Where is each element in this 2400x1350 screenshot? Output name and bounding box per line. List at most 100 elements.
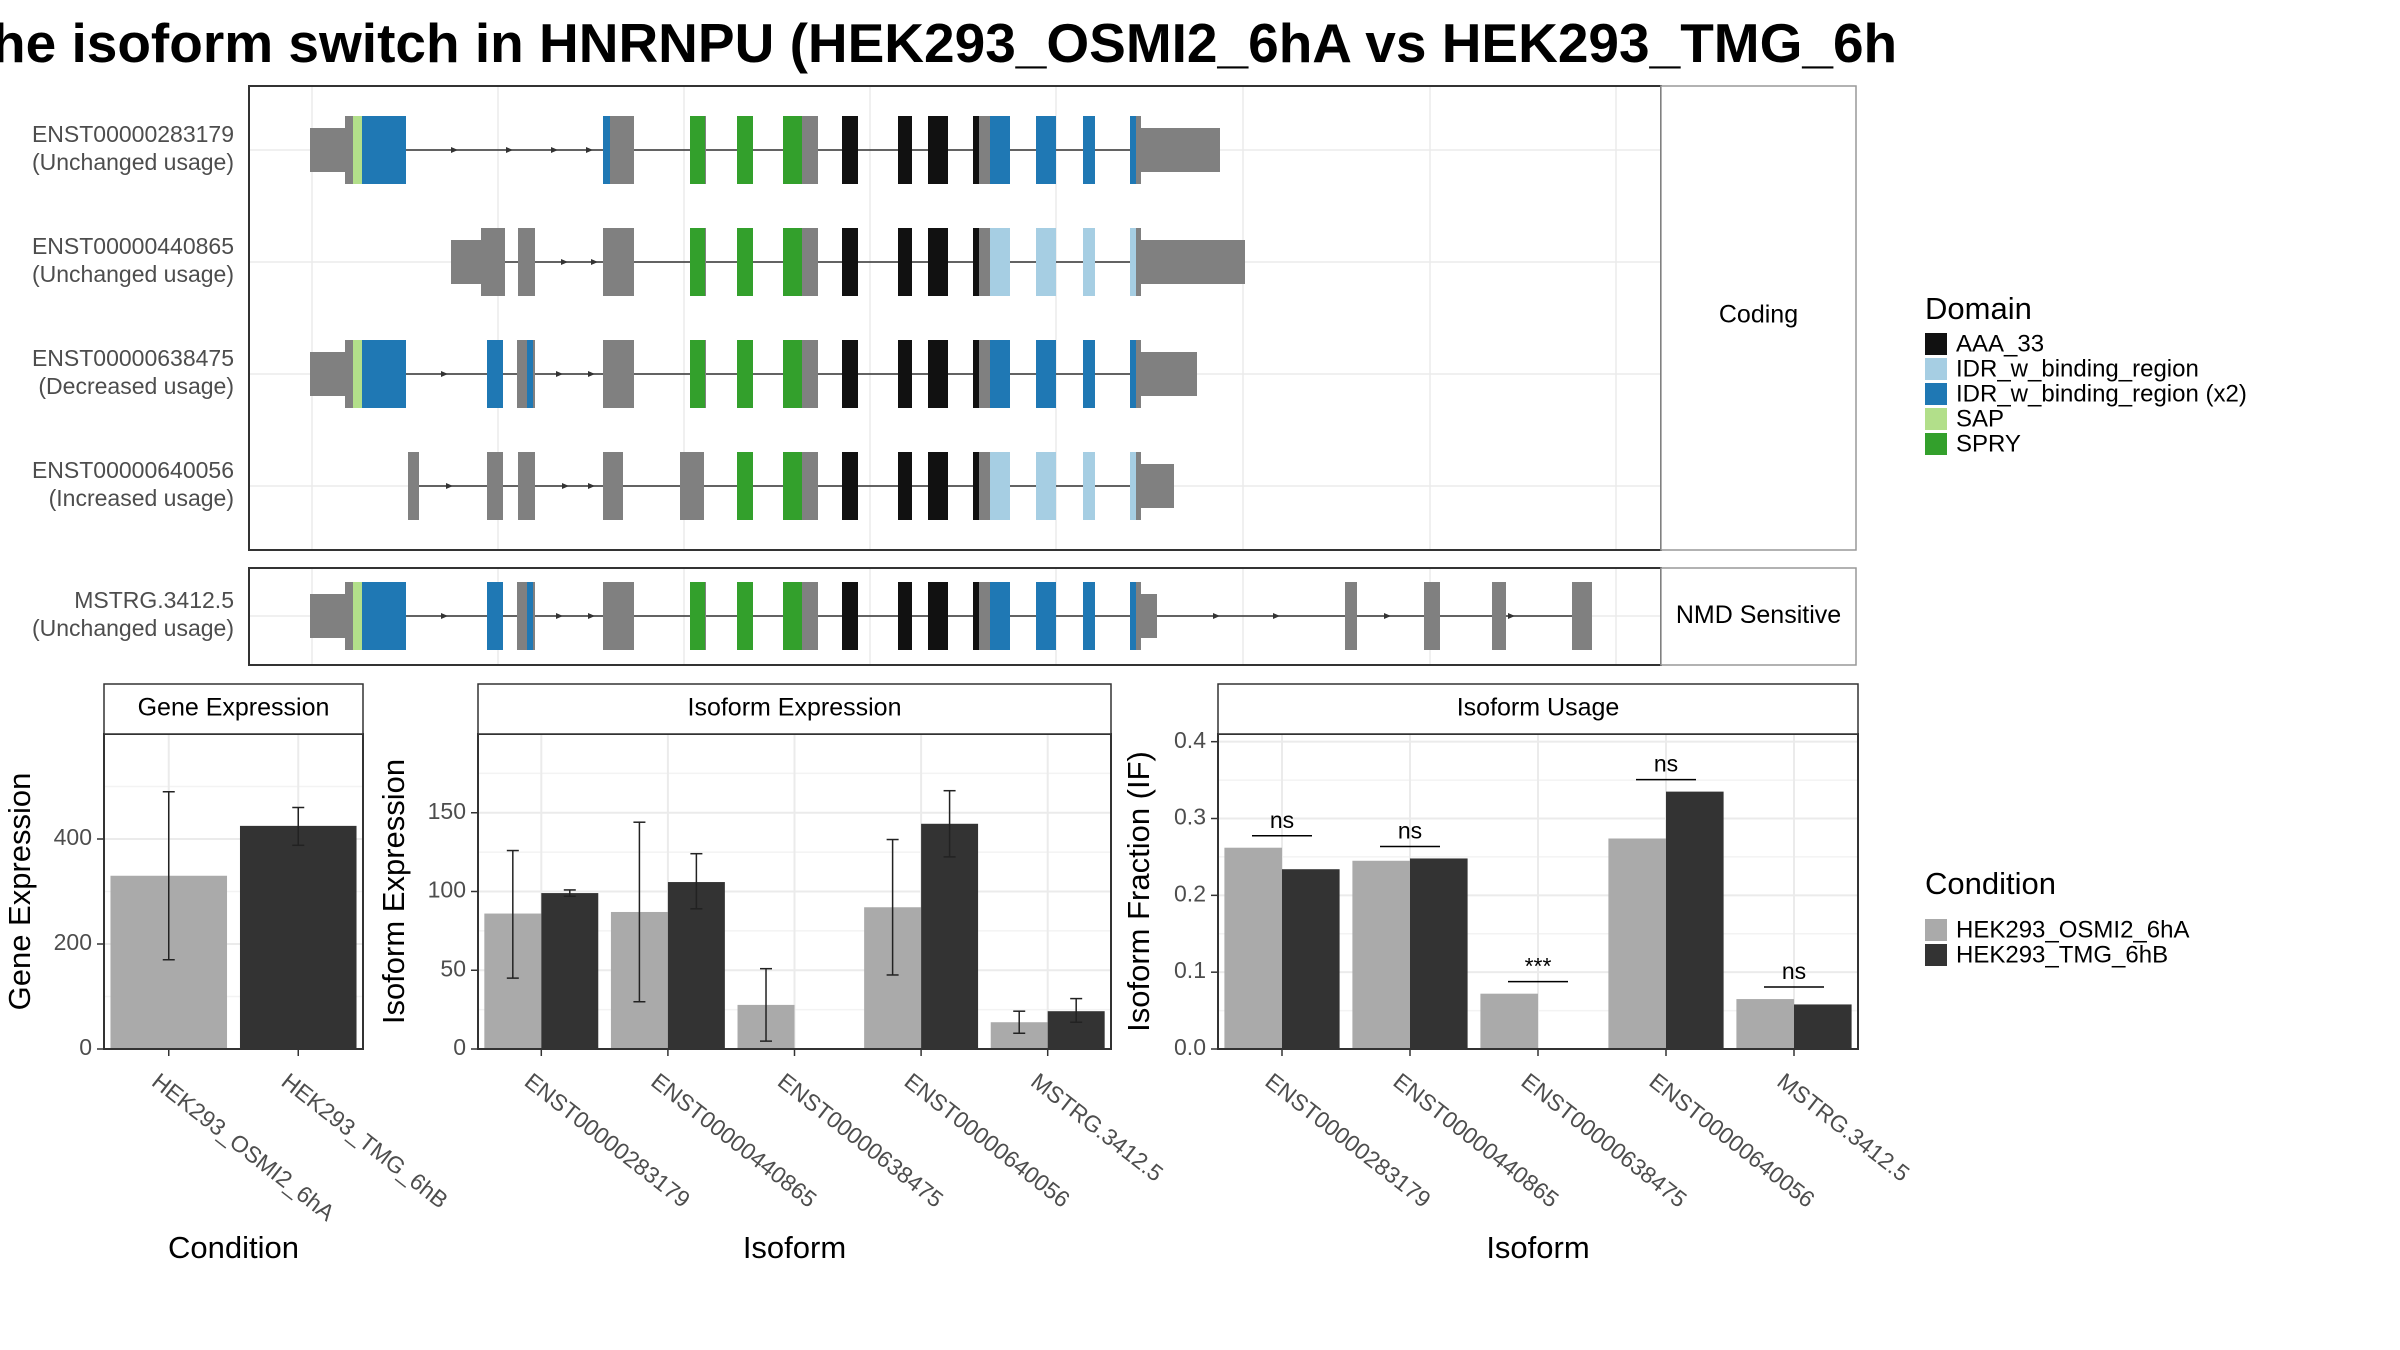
strand-arrow xyxy=(451,147,458,153)
exon-segment xyxy=(518,452,535,520)
exon-segment xyxy=(353,116,362,184)
exon-segment xyxy=(737,452,753,520)
exon-segment xyxy=(705,582,706,650)
exon-segment xyxy=(802,116,818,184)
strand-arrow xyxy=(1273,613,1280,619)
bar xyxy=(541,893,599,1049)
exon-segment xyxy=(610,116,634,184)
exon-segment xyxy=(737,582,753,650)
exon-segment xyxy=(1036,116,1056,184)
exon-segment xyxy=(1036,582,1056,650)
exon-segment xyxy=(928,228,948,296)
exon-segment xyxy=(1141,240,1245,284)
panel-strip xyxy=(103,683,364,735)
exon-segment xyxy=(802,452,818,520)
exon-segment xyxy=(690,116,705,184)
domain-legend-label: SAP xyxy=(1956,405,2004,432)
y-axis-title: Isoform Expression xyxy=(376,759,411,1024)
exon-segment xyxy=(487,340,503,408)
y-axis-title: Isoform Fraction (IF) xyxy=(1121,751,1156,1032)
exon-segment xyxy=(802,340,818,408)
exon-segment xyxy=(362,582,406,650)
y-tick-label: 0.2 xyxy=(1174,880,1206,906)
exon-segment xyxy=(1141,594,1157,638)
exon-segment xyxy=(979,228,990,296)
y-tick-label: 0 xyxy=(79,1034,92,1060)
exon-segment xyxy=(898,582,912,650)
exon-segment xyxy=(705,228,706,296)
exon-segment xyxy=(345,116,353,184)
bar xyxy=(1480,993,1538,1049)
transcript-model-enst00000638475 xyxy=(310,340,1197,408)
panel-strip-title: Isoform Expression xyxy=(688,694,902,722)
transcript-id-label: ENST00000283179 xyxy=(32,121,234,147)
y-tick-label: 0.1 xyxy=(1174,957,1206,983)
bar xyxy=(1794,1004,1852,1049)
exon-segment xyxy=(408,452,419,520)
exon-segment xyxy=(533,340,535,408)
x-tick-label: MSTRG.3412.5 xyxy=(1026,1068,1168,1187)
transcript-usage-label: (Increased usage) xyxy=(49,485,234,511)
exon-segment xyxy=(1036,452,1056,520)
facet-strip-nmd xyxy=(1660,567,1857,666)
exon-segment xyxy=(690,340,705,408)
legend-key xyxy=(1925,358,1947,380)
strand-arrow xyxy=(588,483,595,489)
exon-segment xyxy=(973,340,979,408)
exon-segment xyxy=(451,240,481,284)
exon-segment xyxy=(487,582,503,650)
exon-segment xyxy=(1130,228,1136,296)
exon-segment xyxy=(1130,452,1136,520)
exon-segment xyxy=(705,116,706,184)
transcript-id-label: MSTRG.3412.5 xyxy=(74,587,234,613)
strand-arrow xyxy=(1213,613,1220,619)
y-tick-label: 0.4 xyxy=(1174,727,1206,753)
exon-segment xyxy=(518,228,535,296)
exon-segment xyxy=(690,228,705,296)
legend-key xyxy=(1925,333,1947,355)
strand-arrow xyxy=(586,147,593,153)
condition-legend-label: HEK293_TMG_6hB xyxy=(1956,941,2168,968)
exon-segment xyxy=(1492,582,1506,650)
exon-segment xyxy=(842,116,858,184)
exon-segment xyxy=(527,582,533,650)
exon-segment xyxy=(1130,582,1136,650)
exon-segment xyxy=(842,340,858,408)
exon-segment xyxy=(603,116,610,184)
exon-segment xyxy=(783,340,802,408)
panel-strip-title: Isoform Usage xyxy=(1457,694,1620,722)
exon-segment xyxy=(928,582,948,650)
exon-segment xyxy=(310,128,345,172)
strand-arrow xyxy=(591,259,598,265)
strand-arrow xyxy=(556,613,563,619)
x-tick-label: MSTRG.3412.5 xyxy=(1773,1068,1915,1187)
exon-segment xyxy=(1136,582,1141,650)
transcript-model-mstrg-3412-5 xyxy=(310,582,1592,650)
x-axis-title: Condition xyxy=(168,1230,299,1265)
domain-legend-title: Domain xyxy=(1925,291,2032,326)
figure-title: he isoform switch in HNRNPU (HEK293_OSMI… xyxy=(0,12,1898,74)
exon-segment xyxy=(1424,582,1440,650)
exon-segment xyxy=(533,582,535,650)
bar xyxy=(1608,838,1666,1049)
strand-arrow xyxy=(588,613,595,619)
transcript-usage-label: (Unchanged usage) xyxy=(32,149,234,175)
significance-label: *** xyxy=(1525,953,1552,979)
bar xyxy=(1410,858,1468,1049)
exon-segment xyxy=(1083,340,1095,408)
exon-segment xyxy=(737,116,753,184)
exon-segment xyxy=(517,582,527,650)
exon-segment xyxy=(842,228,858,296)
exon-segment xyxy=(973,116,979,184)
domain-legend-label: IDR_w_binding_region (x2) xyxy=(1956,380,2247,407)
exon-segment xyxy=(603,340,634,408)
exon-segment xyxy=(990,340,1010,408)
exon-segment xyxy=(990,582,1010,650)
facet-strip-coding xyxy=(1660,85,1857,551)
bar xyxy=(667,882,725,1049)
transcript-id-label: ENST00000638475 xyxy=(32,345,234,371)
exon-segment xyxy=(928,340,948,408)
exon-segment xyxy=(705,340,706,408)
bar xyxy=(1352,860,1410,1049)
